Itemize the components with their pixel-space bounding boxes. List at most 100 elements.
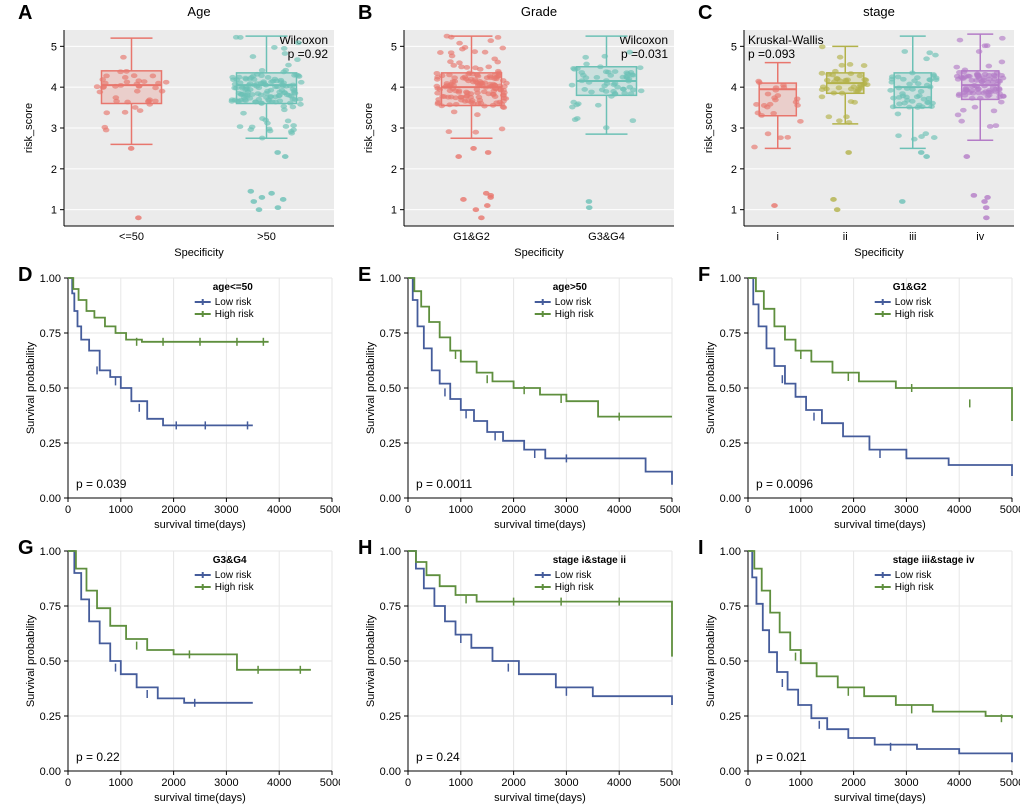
svg-text:2000: 2000 <box>841 777 865 789</box>
svg-text:1.00: 1.00 <box>40 546 61 558</box>
svg-text:1000: 1000 <box>449 504 473 516</box>
svg-text:survival time(days): survival time(days) <box>834 792 926 804</box>
boxplot-panel-C: C12345stageKruskal-Wallisp =0.093iiiiiii… <box>698 2 1020 262</box>
svg-text:Low risk: Low risk <box>895 297 933 308</box>
svg-text:4000: 4000 <box>607 504 631 516</box>
svg-text:risk_score: risk_score <box>363 103 375 153</box>
svg-text:1.00: 1.00 <box>720 546 741 558</box>
svg-text:5000: 5000 <box>660 504 680 516</box>
svg-text:Survival probability: Survival probability <box>705 614 717 707</box>
svg-text:1.00: 1.00 <box>40 273 61 285</box>
svg-text:0.50: 0.50 <box>380 656 401 668</box>
panel-letter-H: H <box>358 537 372 560</box>
svg-text:p =0.92: p =0.92 <box>288 47 329 61</box>
svg-text:Wilcoxon: Wilcoxon <box>619 33 668 47</box>
svg-text:survival time(days): survival time(days) <box>494 792 586 804</box>
svg-text:High risk: High risk <box>215 309 255 320</box>
svg-text:0.75: 0.75 <box>40 328 61 340</box>
svg-text:High risk: High risk <box>895 582 935 593</box>
svg-text:2: 2 <box>51 164 57 176</box>
svg-text:G1&G2: G1&G2 <box>453 231 490 243</box>
svg-text:Survival probability: Survival probability <box>365 614 377 707</box>
survival-panel-H: H0.000.250.500.751.000100020003000400050… <box>358 537 680 807</box>
svg-text:0.75: 0.75 <box>720 601 741 613</box>
svg-text:0.25: 0.25 <box>380 438 401 450</box>
svg-text:Survival probability: Survival probability <box>705 341 717 434</box>
panel-letter-C: C <box>698 2 712 25</box>
svg-text:0: 0 <box>65 504 71 516</box>
svg-text:Grade: Grade <box>521 4 557 19</box>
svg-text:Low risk: Low risk <box>555 570 593 581</box>
svg-text:0.25: 0.25 <box>720 438 741 450</box>
svg-text:0: 0 <box>745 777 751 789</box>
svg-text:1: 1 <box>731 205 737 217</box>
svg-text:survival time(days): survival time(days) <box>154 519 246 531</box>
svg-text:0.50: 0.50 <box>720 656 741 668</box>
svg-text:0: 0 <box>65 777 71 789</box>
svg-text:3000: 3000 <box>894 504 918 516</box>
survival-panel-E: E0.000.250.500.751.000100020003000400050… <box>358 264 680 534</box>
svg-text:0.75: 0.75 <box>380 601 401 613</box>
svg-text:Specificity: Specificity <box>514 247 564 259</box>
svg-text:4000: 4000 <box>607 777 631 789</box>
svg-text:G3&G4: G3&G4 <box>213 555 247 566</box>
svg-text:1000: 1000 <box>789 504 813 516</box>
svg-text:0.00: 0.00 <box>380 766 401 778</box>
svg-text:iii: iii <box>909 231 916 243</box>
svg-text:Survival probability: Survival probability <box>25 614 37 707</box>
svg-text:High risk: High risk <box>215 582 255 593</box>
svg-text:3000: 3000 <box>554 777 578 789</box>
svg-text:Low risk: Low risk <box>895 570 933 581</box>
panel-letter-A: A <box>18 2 32 25</box>
svg-text:0.25: 0.25 <box>720 711 741 723</box>
svg-text:3000: 3000 <box>214 504 238 516</box>
svg-text:4: 4 <box>391 82 397 94</box>
svg-text:G1&G2: G1&G2 <box>893 282 927 293</box>
svg-text:stage i&stage ii: stage i&stage ii <box>553 555 627 566</box>
svg-text:p =0.093: p =0.093 <box>748 47 795 61</box>
svg-text:1.00: 1.00 <box>380 273 401 285</box>
svg-text:p = 0.021: p = 0.021 <box>756 750 807 764</box>
svg-text:2: 2 <box>731 164 737 176</box>
svg-text:0: 0 <box>405 504 411 516</box>
svg-text:Specificity: Specificity <box>174 247 224 259</box>
svg-text:2: 2 <box>391 164 397 176</box>
svg-text:0.25: 0.25 <box>40 711 61 723</box>
svg-text:5: 5 <box>51 41 57 53</box>
svg-text:age>50: age>50 <box>553 282 588 293</box>
svg-text:survival time(days): survival time(days) <box>494 519 586 531</box>
svg-text:5: 5 <box>731 41 737 53</box>
svg-text:<=50: <=50 <box>119 231 144 243</box>
svg-text:>50: >50 <box>257 231 276 243</box>
svg-text:0.00: 0.00 <box>720 493 741 505</box>
svg-text:1: 1 <box>391 205 397 217</box>
svg-text:0.25: 0.25 <box>380 711 401 723</box>
svg-text:Low risk: Low risk <box>215 297 253 308</box>
svg-text:5000: 5000 <box>320 777 340 789</box>
svg-text:stage: stage <box>863 4 895 19</box>
svg-text:3: 3 <box>391 123 397 135</box>
svg-text:2000: 2000 <box>501 504 525 516</box>
panel-letter-E: E <box>358 264 371 287</box>
svg-text:2000: 2000 <box>161 504 185 516</box>
svg-text:5000: 5000 <box>1000 777 1020 789</box>
svg-text:survival time(days): survival time(days) <box>154 792 246 804</box>
svg-text:risk_score: risk_score <box>23 103 35 153</box>
svg-text:p = 0.24: p = 0.24 <box>416 750 460 764</box>
svg-text:1.00: 1.00 <box>720 273 741 285</box>
svg-text:risk_score: risk_score <box>703 103 715 153</box>
svg-text:p = 0.0096: p = 0.0096 <box>756 477 813 491</box>
svg-text:0.25: 0.25 <box>40 438 61 450</box>
svg-text:4: 4 <box>731 82 737 94</box>
svg-text:5000: 5000 <box>660 777 680 789</box>
survival-panel-I: I0.000.250.500.751.000100020003000400050… <box>698 537 1020 807</box>
svg-text:Age: Age <box>187 4 210 19</box>
panel-letter-B: B <box>358 2 372 25</box>
svg-text:Low risk: Low risk <box>215 570 253 581</box>
svg-text:0.75: 0.75 <box>40 601 61 613</box>
boxplot-panel-B: B12345GradeWilcoxonp =0.031G1&G2G3&G4Spe… <box>358 2 680 262</box>
svg-text:High risk: High risk <box>895 309 935 320</box>
svg-text:0.00: 0.00 <box>40 493 61 505</box>
svg-text:ii: ii <box>843 231 848 243</box>
svg-text:Survival probability: Survival probability <box>25 341 37 434</box>
